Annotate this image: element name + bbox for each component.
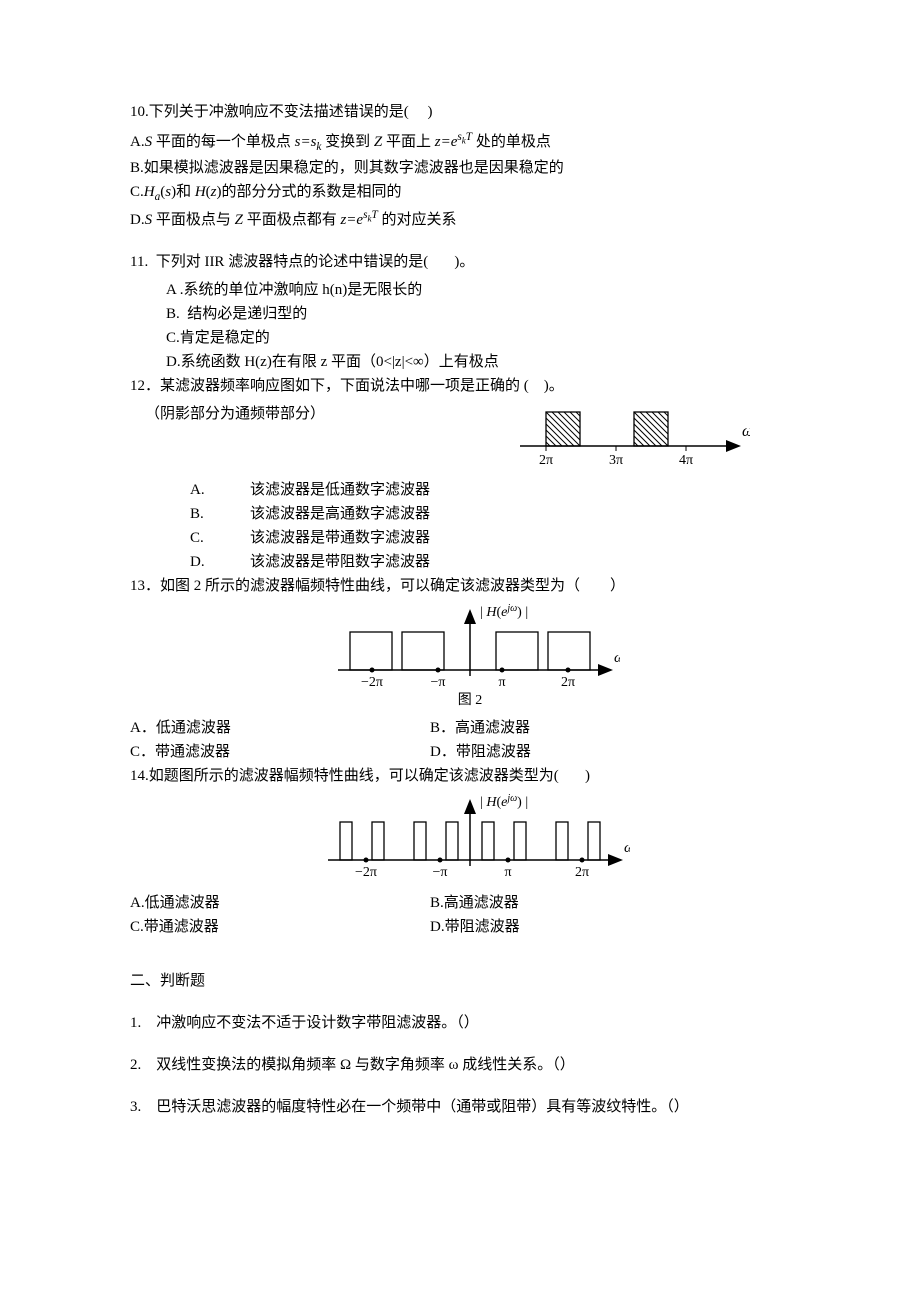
section2-title: 二、判断题: [130, 969, 810, 993]
svg-text:| H(ejω) |: | H(ejω) |: [480, 793, 528, 810]
svg-text:3π: 3π: [609, 453, 623, 468]
q11-stem: 11. 下列对 IIR 滤波器特点的论述中错误的是( )。: [130, 250, 810, 274]
text: )的部分分式的系数是相同的: [217, 184, 402, 200]
q12-opt-c: C.该滤波器是带通数字滤波器: [190, 526, 810, 550]
text: S: [145, 212, 153, 228]
label: C.: [190, 526, 250, 550]
q10-opt-a: A.S 平面的每一个单极点 s=sk 变换到 Z 平面上 z=eskT 处的单极…: [130, 128, 810, 156]
svg-text:| H(ejω) |: | H(ejω) |: [480, 603, 528, 620]
q12-note: （阴影部分为通频带部分）: [130, 402, 390, 426]
text: 平面极点都有: [243, 212, 341, 228]
q14-opt-c: C.带通滤波器: [130, 915, 430, 939]
q13-opt-a: A．低通滤波器: [130, 716, 430, 740]
text: Z: [374, 134, 382, 150]
q12-figure: ω 2π 3π 4π: [390, 402, 810, 472]
svg-text:4π: 4π: [679, 453, 693, 468]
q10-stem: 10.下列关于冲激响应不变法描述错误的是( ): [130, 100, 810, 124]
text: s=s: [295, 134, 317, 150]
svg-text:ω: ω: [614, 650, 620, 666]
text: 处的单极点: [472, 134, 551, 150]
svg-text:π: π: [504, 865, 511, 880]
q14-opt-b: B.高通滤波器: [430, 891, 519, 915]
text: （阴影部分为通频带部分）: [145, 406, 325, 422]
text: H: [195, 184, 206, 200]
q10-opt-b: B.如果模拟滤波器是因果稳定的，则其数字滤波器也是因果稳定的: [130, 156, 810, 180]
tf-3: 3. 巴特沃思滤波器的幅度特性必在一个频带中（通带或阻带）具有等波纹特性。（）: [130, 1095, 810, 1119]
svg-text:2π: 2π: [561, 675, 575, 690]
text: H: [144, 184, 155, 200]
text: )和: [171, 184, 195, 200]
label: B.: [190, 502, 250, 526]
q14-opt-a: A.低通滤波器: [130, 891, 430, 915]
q14-stem: 14.如题图所示的滤波器幅频特性曲线，可以确定该滤波器类型为( ): [130, 764, 810, 788]
svg-text:ω: ω: [742, 423, 750, 440]
text: 该滤波器是高通数字滤波器: [250, 506, 430, 522]
text: Z: [235, 212, 243, 228]
svg-text:−π: −π: [431, 675, 446, 690]
q11-opt-b: B. 结构必是递归型的: [166, 302, 810, 326]
text: 的对应关系: [378, 212, 457, 228]
svg-text:2π: 2π: [575, 865, 589, 880]
q10-opt-c: C.Ha(s)和 H(z)的部分分式的系数是相同的: [130, 180, 810, 206]
svg-text:π: π: [498, 675, 505, 690]
text: C.: [130, 184, 144, 200]
text: 该滤波器是带通数字滤波器: [250, 530, 430, 546]
q11-opt-a: A .系统的单位冲激响应 h(n)是无限长的: [166, 278, 810, 302]
q14-figure: | H(ejω) | ω −2π −π π 2π: [130, 792, 810, 887]
text: 变换到: [321, 134, 374, 150]
svg-text:2π: 2π: [539, 453, 553, 468]
text: z=e: [435, 134, 458, 150]
text: S: [145, 134, 153, 150]
text: 该滤波器是低通数字滤波器: [250, 482, 430, 498]
text: A.: [130, 134, 145, 150]
text: D.: [130, 212, 145, 228]
text: 该滤波器是带阻数字滤波器: [250, 554, 430, 570]
q11-opt-d: D.系统函数 H(z)在有限 z 平面（0<|z|<∞）上有极点: [166, 350, 810, 374]
q12-opt-a: A.该滤波器是低通数字滤波器: [190, 478, 810, 502]
tf-1: 1. 冲激响应不变法不适于设计数字带阻滤波器。（）: [130, 1011, 810, 1035]
svg-text:−2π: −2π: [361, 675, 383, 690]
q12-stem: 12．某滤波器频率响应图如下，下面说法中哪一项是正确的 ( )。: [130, 374, 810, 398]
q12-opt-d: D.该滤波器是带阻数字滤波器: [190, 550, 810, 574]
text: 平面上: [382, 134, 435, 150]
svg-text:ω: ω: [624, 840, 630, 856]
q10-opt-d: D.S 平面极点与 Z 平面极点都有 z=eskT 的对应关系: [130, 206, 810, 232]
q13-stem: 13．如图 2 所示的滤波器幅频特性曲线，可以确定该滤波器类型为（ ）: [130, 574, 810, 598]
svg-text:−2π: −2π: [355, 865, 377, 880]
label: D.: [190, 550, 250, 574]
label: A.: [190, 478, 250, 502]
q13-opt-b: B．高通滤波器: [430, 716, 530, 740]
q11-opt-c: C.肯定是稳定的: [166, 326, 810, 350]
text: z=e: [340, 212, 363, 228]
q13-figure: | H(ejω) | ω −2π −π π 2π 图 2: [130, 602, 810, 712]
q14-opt-d: D.带阻滤波器: [430, 915, 520, 939]
q13-opt-c: C．带通滤波器: [130, 740, 430, 764]
svg-text:−π: −π: [433, 865, 448, 880]
text: 平面的每一个单极点: [152, 134, 295, 150]
q12-opt-b: B.该滤波器是高通数字滤波器: [190, 502, 810, 526]
tf-2: 2. 双线性变换法的模拟角频率 Ω 与数字角频率 ω 成线性关系。（）: [130, 1053, 810, 1077]
q13-opt-d: D．带阻滤波器: [430, 740, 531, 764]
svg-text:图 2: 图 2: [458, 693, 483, 708]
text: 平面极点与: [152, 212, 235, 228]
